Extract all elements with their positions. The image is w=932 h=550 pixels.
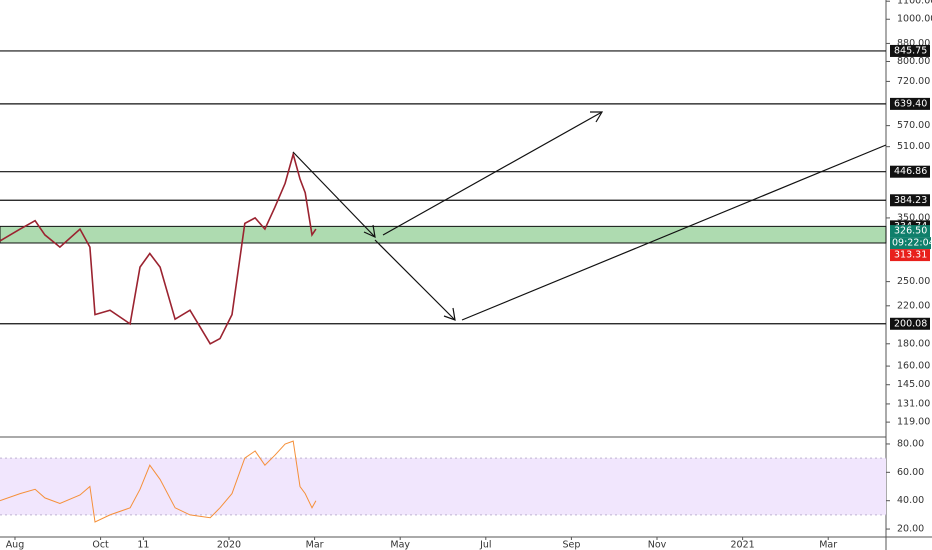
x-tick-label: 2020 [217, 540, 241, 550]
y-tick-label: 60.00 [897, 467, 924, 478]
y-tick-label: 220.00 [897, 300, 930, 311]
x-tick-label: Sep [562, 540, 580, 550]
level-label-box [890, 165, 930, 178]
level-label-box [890, 194, 930, 207]
arrow-head [363, 224, 376, 239]
y-tick-label: 350.00 [897, 212, 930, 223]
arrow-line [292, 151, 376, 238]
price-line [0, 440, 317, 523]
y-tick-label: 250.00 [897, 276, 930, 287]
y-tick-label: 1100.00 [897, 0, 932, 7]
price-label: 313.31 [894, 250, 927, 261]
x-tick-label: Aug [6, 540, 25, 550]
y-tick-label: 1000.00 [897, 14, 932, 25]
arrow-line [461, 144, 887, 321]
y-tick-label: 800.00 [897, 56, 930, 67]
level-label-box [890, 317, 930, 330]
y-tick-label: 160.00 [897, 361, 930, 372]
y-tick-label: 40.00 [897, 495, 924, 506]
x-tick-label: Jul [479, 540, 491, 550]
y-tick-label: 880.00 [897, 38, 930, 49]
x-tick-label: 2021 [731, 540, 755, 550]
y-tick-label: 570.00 [897, 120, 930, 131]
x-tick-label: May [390, 540, 410, 550]
arrow-line [374, 239, 456, 321]
price-label-box [890, 249, 930, 262]
price-label-box [890, 225, 930, 238]
support-zone [0, 225, 887, 244]
x-tick-label: Oct [92, 540, 109, 550]
y-tick-label: 180.00 [897, 338, 930, 349]
arrow-head [590, 111, 604, 123]
level-label: 845.75 [894, 45, 927, 56]
x-tick-label: Mar [819, 540, 837, 550]
price-line [0, 151, 317, 345]
rsi-band [0, 458, 886, 515]
arrow-line [382, 111, 603, 236]
countdown: 09:22:04 [892, 238, 932, 249]
x-tick-label: 11 [137, 540, 149, 550]
level-label: 384.23 [894, 195, 927, 206]
level-label-box [890, 44, 930, 57]
level-label: 200.08 [894, 318, 927, 329]
countdown-box [890, 237, 931, 250]
x-tick-label: Nov [648, 540, 667, 550]
level-label-box [890, 97, 930, 110]
y-tick-label: 80.00 [897, 438, 924, 449]
x-tick-label: Mar [306, 540, 324, 550]
price-label: 326.50 [894, 226, 927, 237]
arrow-head [443, 307, 456, 321]
y-tick-label: 510.00 [897, 141, 930, 152]
trend-arrows [292, 111, 887, 321]
y-tick-label: 131.00 [897, 398, 930, 409]
level-label: 446.86 [894, 166, 927, 177]
y-tick-label: 145.00 [897, 379, 930, 390]
y-tick-label: 119.00 [897, 417, 930, 428]
y-tick-label: 720.00 [897, 76, 930, 87]
y-tick-label: 20.00 [897, 524, 924, 535]
level-label: 639.40 [894, 98, 927, 109]
